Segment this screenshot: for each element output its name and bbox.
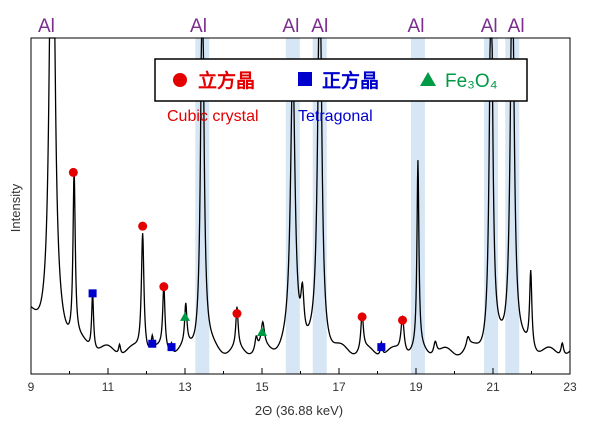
al-band-4 [484, 38, 499, 374]
al-label-1: Al [190, 16, 207, 37]
cubic-marker-0 [68, 167, 78, 177]
al-labels: Al Al Al Al Al Al Al [38, 16, 525, 37]
x-tick-label-17: 17 [332, 380, 346, 394]
legend-box [154, 58, 528, 102]
spectrum [30, 37, 571, 356]
x-tick-label-9: 9 [28, 380, 35, 394]
al-band-1 [285, 38, 300, 374]
x-tick-label-21: 21 [486, 380, 500, 394]
al-label-6: Al [508, 16, 525, 37]
spectrum-line [30, 37, 571, 356]
al-label-0: Al [38, 16, 55, 37]
cubic-marker-3 [232, 309, 242, 319]
tetragonal-marker-3 [377, 343, 386, 352]
legend-label-tetragonal: 正方晶 [322, 69, 379, 92]
al-label-4: Al [408, 16, 425, 37]
al-band-5 [505, 38, 520, 374]
fe3o4-marker-1 [257, 327, 267, 336]
tetragonal-marker-2 [167, 343, 176, 352]
x-tick-label-13: 13 [178, 380, 192, 394]
fe3o4-marker-0 [180, 311, 190, 321]
cubic-marker-4 [357, 312, 367, 322]
al-label-3: Al [311, 16, 328, 37]
legend-sublabel-cubic: Cubic crystal [167, 108, 259, 125]
al-label-5: Al [481, 16, 498, 37]
al-label-2: Al [282, 16, 299, 37]
y-axis-title: Intensity [8, 183, 23, 232]
legend: 立方晶 正方晶 Fe₃O₄ Cubic crystal Tetragonal [154, 58, 528, 125]
x-axis-ticks: 9 11 13 15 17 19 21 23 [28, 368, 577, 394]
tetragonal-marker-1 [148, 339, 157, 348]
cubic-marker-5 [398, 315, 408, 325]
cubic-marker-1 [138, 221, 148, 231]
x-tick-label-15: 15 [255, 380, 269, 394]
al-band-0 [195, 38, 210, 374]
x-tick-label-19: 19 [409, 380, 423, 394]
x-tick-label-23: 23 [563, 380, 577, 394]
phase-markers [68, 167, 408, 352]
legend-label-fe3o4: Fe₃O₄ [445, 71, 498, 92]
cubic-marker-2 [159, 282, 169, 292]
legend-marker-cubic [173, 73, 187, 87]
tetragonal-marker-0 [88, 289, 97, 298]
legend-marker-fe3o4 [420, 72, 436, 86]
legend-marker-tetragonal [298, 72, 312, 86]
legend-label-cubic: 立方晶 [198, 69, 255, 92]
x-axis-title: 2Θ (36.88 keV) [255, 403, 343, 418]
al-band-2 [312, 38, 327, 374]
legend-sublabel-tetragonal: Tetragonal [298, 108, 373, 125]
x-tick-label-11: 11 [102, 380, 115, 394]
